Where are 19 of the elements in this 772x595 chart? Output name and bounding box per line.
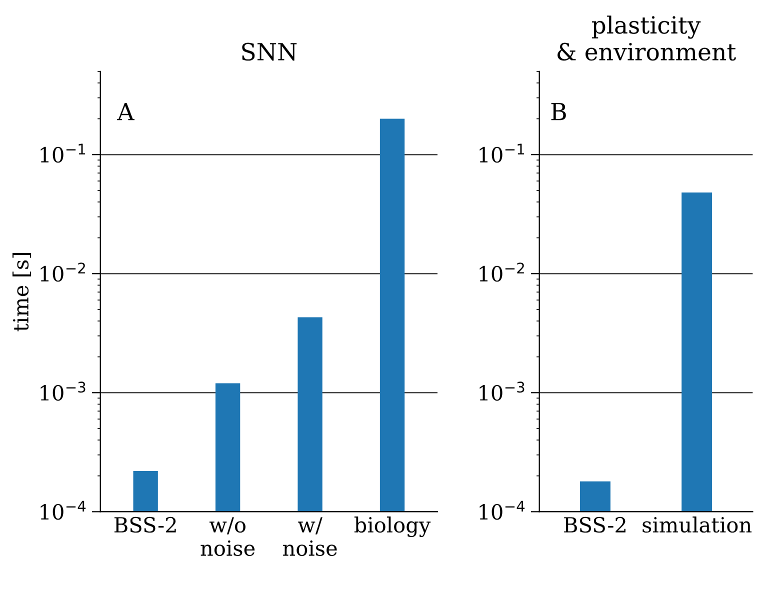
y-tick-label: 10$^{−4}$ <box>40 500 86 520</box>
y-tick-label: 10$^{−3}$ <box>40 382 86 401</box>
x-tick-label: biology <box>354 516 431 538</box>
y-tick-label: 10$^{−3}$ <box>480 382 524 401</box>
annotation: B <box>551 102 566 120</box>
y-tick-label: 10$^{−2}$ <box>480 262 524 282</box>
x-tick-label: w/o noise <box>200 517 255 556</box>
y-tick-label: 10$^{−1}$ <box>480 144 524 163</box>
y-tick-label: 10$^{−1}$ <box>40 144 86 163</box>
y-tick-label: 10$^{−4}$ <box>480 500 525 520</box>
chart-title: plasticity & environment <box>558 16 736 61</box>
x-tick-label: simulation <box>642 516 752 533</box>
y-axis-title: time [s] <box>12 252 32 332</box>
x-tick-label: w/ noise <box>282 517 337 556</box>
x-tick-label: BSS-2 <box>564 516 626 533</box>
x-tick-label: BSS-2 <box>114 516 176 533</box>
chart-title: SNN <box>242 42 297 61</box>
annotation: A <box>117 102 134 120</box>
y-tick-label: 10$^{−2}$ <box>40 262 85 282</box>
